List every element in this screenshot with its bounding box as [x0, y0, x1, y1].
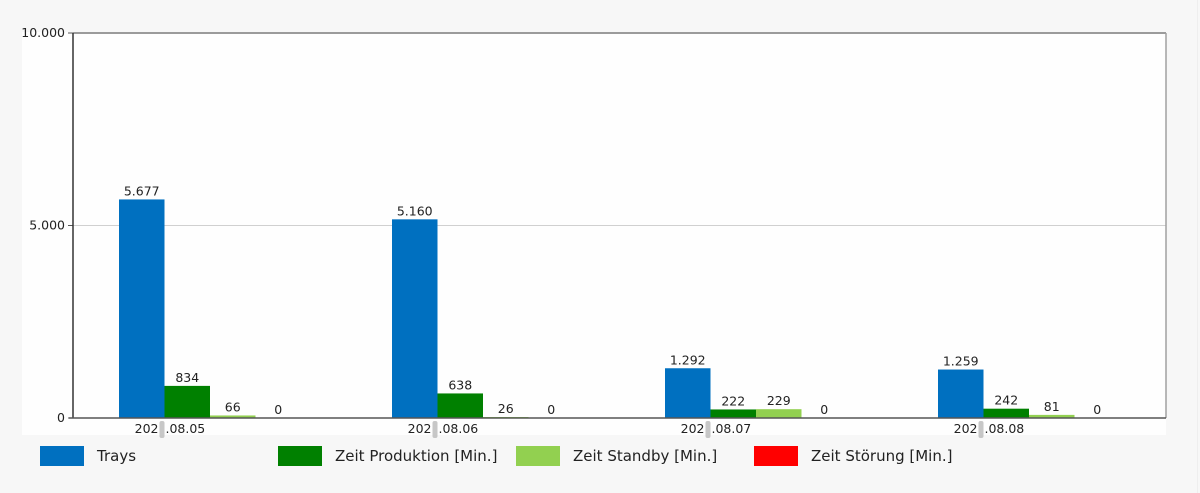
legend-item-zeit-stoerung: Zeit Störung [Min.] [754, 446, 952, 466]
redaction-mark [159, 421, 165, 438]
legend-swatch [516, 446, 560, 466]
data-label: 0 [547, 402, 555, 417]
bar [756, 409, 802, 418]
bar [164, 385, 210, 418]
y-tick-label: 0 [57, 410, 65, 425]
x-tick-label-part: 202 [408, 421, 432, 436]
legend-swatch [278, 446, 322, 466]
data-label: 1.292 [670, 352, 706, 367]
y-tick-label: 10.000 [21, 25, 65, 40]
data-label: 222 [721, 393, 745, 408]
bar [119, 199, 165, 418]
legend-label: Zeit Produktion [Min.] [335, 447, 498, 465]
redaction-mark [705, 421, 711, 438]
legend-swatch [40, 446, 84, 466]
window-edge [1197, 0, 1198, 493]
bar [938, 369, 984, 418]
data-label: 0 [820, 402, 828, 417]
x-tick-label-part: .08.05 [166, 421, 206, 436]
redaction-mark [978, 421, 984, 438]
x-tick-label-part: 202 [954, 421, 978, 436]
data-label: 1.259 [943, 354, 979, 369]
legend-item-zeit-produktion: Zeit Produktion [Min.] [278, 446, 497, 466]
data-label: 26 [498, 401, 514, 416]
legend-swatch [754, 446, 798, 466]
redaction-mark [432, 421, 438, 438]
x-tick-label-part: 202 [135, 421, 159, 436]
bar [392, 219, 438, 418]
data-label: 0 [274, 402, 282, 417]
y-tick-label: 5.000 [29, 218, 65, 233]
legend-item-zeit-standby: Zeit Standby [Min.] [516, 446, 717, 466]
data-label: 81 [1044, 399, 1060, 414]
x-tick-label-part: .08.08 [985, 421, 1025, 436]
bar [710, 409, 756, 418]
bar-chart: 0 5.000 10.000 5.677 834 66 0 202 .08.05 5.160 638… [21, 25, 1167, 438]
bar [665, 368, 711, 418]
x-tick-label-part: 202 [681, 421, 705, 436]
chart-panel [22, 32, 1166, 435]
data-label: 5.160 [397, 203, 433, 218]
data-label: 638 [448, 377, 472, 392]
data-label: 0 [1093, 402, 1101, 417]
data-label: 66 [225, 399, 241, 414]
data-label: 834 [175, 370, 199, 385]
bar [1029, 414, 1075, 418]
bar [983, 408, 1029, 418]
legend-label: Zeit Standby [Min.] [573, 447, 718, 465]
data-label: 229 [767, 393, 791, 408]
data-label: 242 [994, 393, 1018, 408]
bar [437, 393, 483, 418]
legend-label: Trays [97, 447, 137, 465]
legend-label: Zeit Störung [Min.] [811, 447, 953, 465]
bar [210, 415, 256, 418]
data-label: 5.677 [124, 183, 160, 198]
x-tick-label-part: .08.07 [712, 421, 752, 436]
legend-item-trays: Trays [40, 446, 136, 466]
x-tick-label-part: .08.06 [439, 421, 479, 436]
